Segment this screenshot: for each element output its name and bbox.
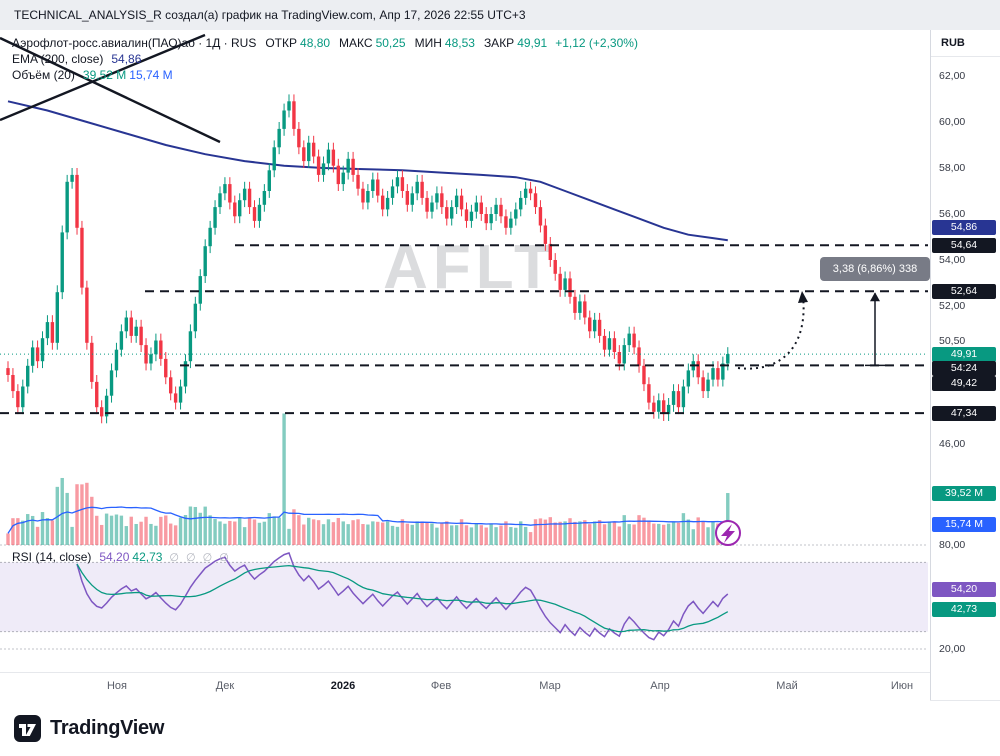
empty-set-icon: ∅ (186, 551, 196, 564)
price-axis-label: 56,00 (939, 208, 966, 220)
volume-ma-badge: 15,74 M (932, 516, 996, 532)
rsi-legend-row: RSI (14, close) 54,20 42,73 ∅ ∅ ∅ ∅ (12, 549, 229, 565)
time-axis-label: Ноя (106, 680, 128, 692)
ema-price-badge: 54,86 (932, 219, 996, 235)
volume-ma-legend-value: 15,74 M (129, 68, 173, 82)
rsi-legend-panel: RSI (14, close) 54,20 42,73 ∅ ∅ ∅ ∅ (12, 549, 229, 565)
price-axis-label: 46,00 (939, 438, 966, 450)
low-label: МИН (414, 36, 442, 50)
ema-legend-value: 54,86 (111, 52, 142, 66)
measure-tool[interactable] (865, 292, 885, 367)
time-axis-label: Фев (430, 680, 452, 692)
time-axis-label: Мар (539, 680, 561, 692)
chart-canvas[interactable]: AFLT Аэрофлот-росс.авиалин(ПАО)ао · 1Д ·… (0, 30, 1000, 701)
close-label: ЗАКР (483, 36, 515, 50)
ema-legend-row: EMA (200, close) 54,86 (12, 51, 638, 67)
level-lines[interactable] (0, 244, 928, 415)
ema-line (7, 100, 728, 242)
time-axis[interactable]: Ноя Дек 2026 Фев Мар Апр Май Июн (0, 672, 930, 701)
high-label: МАКС (339, 36, 373, 50)
level-price-badge: 52,64 (932, 283, 996, 299)
tradingview-logo-icon (14, 715, 41, 742)
lightning-icon[interactable] (715, 520, 741, 546)
empty-set-icon: ∅ (169, 551, 180, 564)
footer-bar: TradingView (0, 700, 1000, 756)
volume-ma-line (7, 506, 728, 534)
price-axis-label: 62,00 (939, 70, 966, 82)
close-value: 49,91 (517, 36, 548, 50)
price-axis[interactable]: RUB 62,00 60,00 58,00 56,00 54,00 52,00 50,50 4… (930, 30, 1000, 700)
change-value: +1,12 (+2,30%) (555, 36, 638, 50)
price-axis-label: 80,00 (939, 539, 966, 551)
low-value: 48,53 (444, 36, 475, 50)
volume-legend-value: 39,52 M (82, 68, 127, 82)
symbol-title[interactable]: Аэрофлот-росс.авиалин(ПАО)ао · 1Д · RUS (12, 36, 257, 50)
rsi-ma-badge: 42,73 (932, 602, 996, 618)
measure-callout[interactable]: 3,38 (6,86%) 338 (820, 257, 930, 281)
tradingview-brand-text: TradingView (50, 717, 165, 739)
last-price-badge: 49,91 (932, 346, 996, 362)
candles-layer (6, 94, 730, 424)
price-axis-label: 20,00 (939, 642, 966, 655)
level-price-badge: 54,64 (932, 237, 996, 253)
empty-set-icon: ∅ (219, 551, 229, 564)
rsi-legend-label[interactable]: RSI (14, close) (12, 550, 92, 564)
open-label: ОТКР (265, 36, 298, 50)
attribution-bar: TECHNICAL_ANALYSIS_R создал(а) график на… (0, 0, 1000, 30)
symbol-legend-row: Аэрофлот-росс.авиалин(ПАО)ао · 1Д · RUS … (12, 35, 638, 51)
rsi-badge: 54,20 (932, 582, 996, 598)
volume-layer (6, 413, 730, 545)
currency-label[interactable]: RUB (931, 30, 1000, 57)
tradingview-logo[interactable]: TradingView (14, 715, 164, 742)
volume-legend-label[interactable]: Объём (20) (12, 68, 75, 82)
price-axis-label: 52,00 (939, 300, 966, 312)
legend-panel: Аэрофлот-росс.авиалин(ПАО)ао · 1Д · RUS … (12, 35, 638, 83)
volume-legend-row: Объём (20) 39,52 M 15,74 M (12, 67, 638, 83)
level-price-badge: 49,42 (932, 375, 996, 391)
high-value: 50,25 (375, 36, 406, 50)
ema-legend-label[interactable]: EMA (200, close) (12, 52, 104, 66)
projection-arrow[interactable] (737, 291, 808, 370)
attribution-text: TECHNICAL_ANALYSIS_R создал(а) график на… (14, 8, 526, 22)
time-axis-label: Дек (215, 680, 235, 692)
time-axis-label: Апр (650, 680, 670, 692)
time-axis-label: Май (776, 680, 798, 692)
price-axis-label: 54,00 (939, 254, 966, 266)
level-price-badge: 47,34 (932, 405, 996, 421)
trendline-drawings[interactable] (0, 33, 221, 144)
price-axis-label: 60,00 (939, 116, 966, 128)
rsi-band (0, 544, 928, 650)
rsi-ma-legend-value: 42,73 (132, 550, 163, 564)
rsi-legend-value: 54,20 (99, 550, 130, 564)
time-axis-label: Июн (890, 680, 914, 692)
price-chart-svg[interactable] (0, 30, 930, 672)
price-axis-label: 58,00 (939, 162, 966, 174)
time-axis-label: 2026 (330, 680, 356, 692)
volume-badge: 39,52 M (932, 485, 996, 501)
rsi-lines (76, 552, 729, 641)
countdown-badge: 54:24 (932, 360, 996, 376)
empty-set-icon: ∅ (202, 551, 213, 564)
price-axis-label: 50,50 (939, 334, 966, 347)
open-value: 48,80 (300, 36, 331, 50)
